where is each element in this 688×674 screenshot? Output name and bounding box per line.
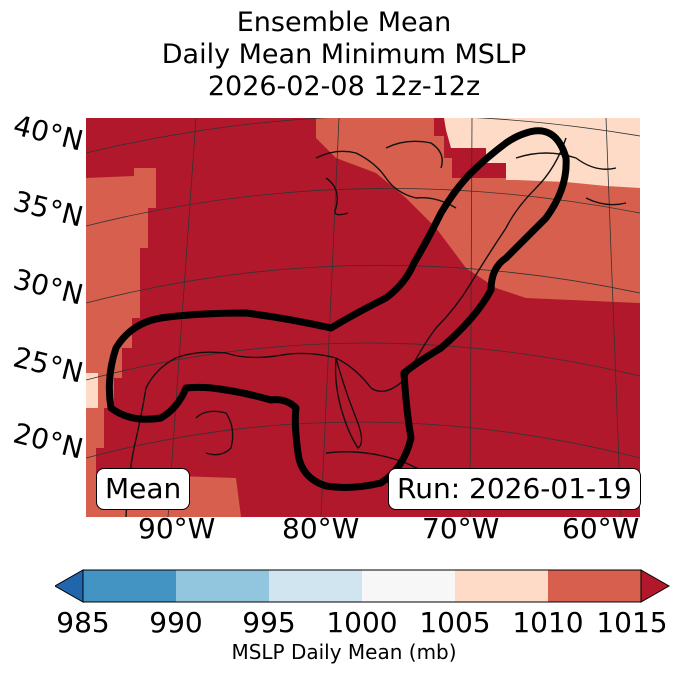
colorbar-tick-990: 990: [149, 606, 203, 639]
lat-label-35: 35°N: [10, 184, 87, 234]
colorbar-tick-985: 985: [56, 606, 110, 639]
colorbar-tick-1015: 1015: [596, 606, 668, 639]
colorbar-tick-1005: 1005: [419, 606, 491, 639]
colorbar-tick-995: 995: [242, 606, 296, 639]
lat-label-25: 25°N: [10, 340, 87, 390]
field-1000-1005-west: [86, 373, 98, 408]
canada-maritimes: [515, 152, 627, 206]
colorbar-over-triangle: [640, 569, 671, 603]
title-line-3: 2026-02-08 12z-12z: [207, 71, 481, 102]
yucatan: [195, 410, 234, 456]
parallel-30: [86, 264, 640, 304]
lon-label-90: 90°W: [138, 512, 216, 545]
lat-label-40: 40°N: [10, 108, 87, 158]
mslp-map: [86, 118, 640, 517]
lat-label-30: 30°N: [10, 262, 87, 312]
colorbar-bin-1010-1015: [548, 570, 641, 602]
mean-label: Mean: [96, 468, 191, 510]
lat-label-20: 20°N: [10, 416, 87, 466]
run-date-label: Run: 2026-01-19: [388, 468, 641, 510]
colorbar-bin-1000-1005: [362, 570, 455, 602]
colorbar: [55, 569, 671, 603]
colorbar-tick-1010: 1010: [512, 606, 584, 639]
colorbar-bin-985-990: [83, 570, 176, 602]
lon-label-80: 80°W: [282, 512, 360, 545]
florida: [334, 357, 363, 449]
parallel-40: [86, 118, 640, 154]
great-lakes: [315, 140, 457, 216]
parallel-25: [86, 342, 640, 381]
title-line-2: Daily Mean Minimum MSLP: [161, 39, 527, 70]
colorbar-bin-995-1000: [269, 570, 362, 602]
lon-label-60: 60°W: [562, 512, 640, 545]
parallel-20: [86, 421, 640, 459]
mslp-contour: [105, 127, 570, 491]
parallel-35: [86, 188, 640, 227]
colorbar-label: MSLP Daily Mean (mb): [231, 640, 457, 664]
colorbar-outline: [82, 569, 642, 603]
lon-label-70: 70°W: [422, 512, 500, 545]
gulf-coast: [125, 351, 372, 517]
meridian-80: [320, 118, 340, 517]
colorbar-tick-1000: 1000: [326, 606, 398, 639]
title-line-1: Ensemble Mean: [236, 7, 452, 38]
colorbar-bin-1005-1010: [455, 570, 548, 602]
meridian-60: [605, 118, 622, 517]
colorbar-bin-990-995: [176, 570, 269, 602]
field-1005-1010-northeast: [316, 118, 640, 303]
colorbar-under-triangle: [55, 569, 84, 603]
graticule: [86, 118, 640, 517]
